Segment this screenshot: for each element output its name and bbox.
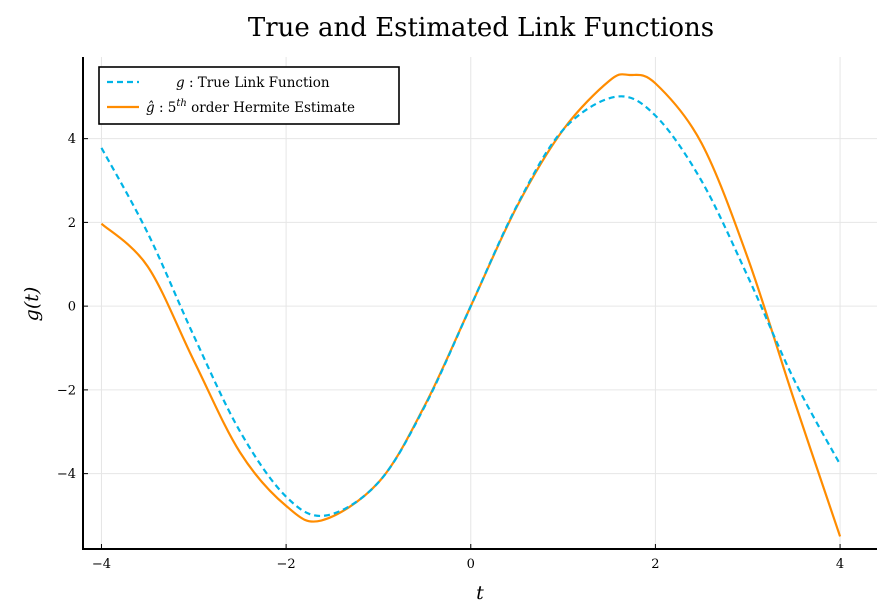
legend-box (98, 66, 400, 125)
legend-symbol: g (176, 75, 185, 91)
legend-text-continued: order Hermite Estimate (187, 100, 355, 116)
ticks: −4 −2 0 2 4 −4 −2 0 2 4 (57, 132, 844, 572)
y-tick-label: 2 (68, 216, 76, 231)
axes (82, 57, 877, 550)
x-tick-label: 0 (467, 557, 475, 572)
y-tick-label: −4 (57, 467, 76, 482)
legend-entry: g : True Link Function (176, 75, 330, 91)
legend-text: : 5 (155, 100, 177, 116)
x-tick-label: −4 (92, 557, 111, 572)
y-tick-label: 4 (68, 132, 76, 147)
legend-superscript: th (176, 98, 186, 109)
x-tick-label: 2 (651, 557, 659, 572)
series-line-true-link (100, 95, 842, 518)
legend-entry: ĝ : 5th order Hermite Estimate (146, 98, 355, 116)
x-tick-label: −2 (277, 557, 296, 572)
y-tick-label: 0 (68, 300, 76, 315)
series-layer (100, 73, 842, 537)
y-axis-label: g(t) (21, 287, 43, 322)
legend-text: : True Link Function (185, 75, 330, 91)
x-axis-label: t (476, 582, 484, 604)
x-tick-label: 4 (836, 557, 844, 572)
legend: g : True Link Function ĝ : 5th order Herm… (98, 66, 400, 125)
y-tick-label: −2 (57, 383, 76, 398)
legend-symbol: ĝ (146, 100, 155, 116)
grid (83, 57, 877, 549)
chart-title: True and Estimated Link Functions (248, 13, 714, 43)
